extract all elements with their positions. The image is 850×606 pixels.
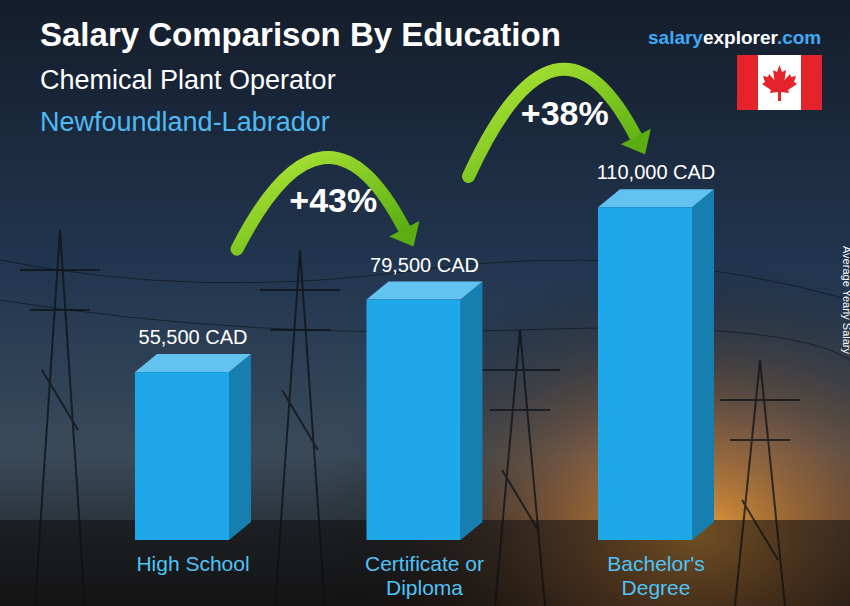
bars	[135, 189, 714, 540]
arrow-body	[237, 157, 404, 249]
arrow-head	[389, 221, 419, 247]
category-label: High School	[136, 552, 249, 575]
bar-side	[229, 354, 251, 540]
bar-top	[135, 354, 251, 372]
source-part: explorer	[703, 27, 779, 48]
location: Newfoundland-Labrador	[40, 107, 330, 137]
source-part: salary	[648, 27, 703, 48]
category-label: Bachelor'sDegree	[607, 552, 704, 599]
bar-side	[461, 282, 483, 540]
annotation: +43%	[289, 181, 377, 219]
category-line: Diploma	[386, 576, 463, 599]
growth-arrow	[237, 157, 419, 249]
data-label: 110,000 CAD	[597, 161, 716, 183]
source: salaryexplorer.com	[648, 27, 821, 48]
flag-band	[801, 55, 822, 110]
annotation: +38%	[521, 94, 609, 132]
category-label: Certificate orDiploma	[365, 552, 484, 599]
category-line: Degree	[622, 576, 691, 599]
bar	[598, 207, 692, 540]
bar-top	[598, 189, 714, 207]
arrow-body	[469, 69, 636, 176]
category-line: Bachelor's	[607, 552, 704, 575]
y-axis-label: Average Yearly Salary	[841, 246, 850, 355]
flag-field	[737, 55, 822, 110]
bar	[367, 300, 461, 540]
category-line: High School	[136, 552, 249, 575]
flag	[737, 55, 822, 110]
maple-leaf	[762, 65, 797, 101]
growth-arrow	[469, 69, 651, 176]
sunset-glow	[0, 0, 850, 606]
bar	[135, 372, 229, 540]
background	[0, 0, 850, 606]
arrow-head	[621, 129, 651, 155]
data-label: 79,500 CAD	[370, 254, 479, 276]
bar-top	[367, 282, 483, 300]
chart: Salary Comparison By Education Chemical P…	[0, 0, 850, 606]
title: Salary Comparison By Education	[40, 16, 561, 53]
bar-side	[692, 189, 714, 540]
source-part: .com	[777, 27, 821, 48]
subtitle: Chemical Plant Operator	[40, 65, 336, 95]
category-line: Certificate or	[365, 552, 484, 575]
flag-band	[737, 55, 758, 110]
data-label: 55,500 CAD	[139, 326, 248, 348]
